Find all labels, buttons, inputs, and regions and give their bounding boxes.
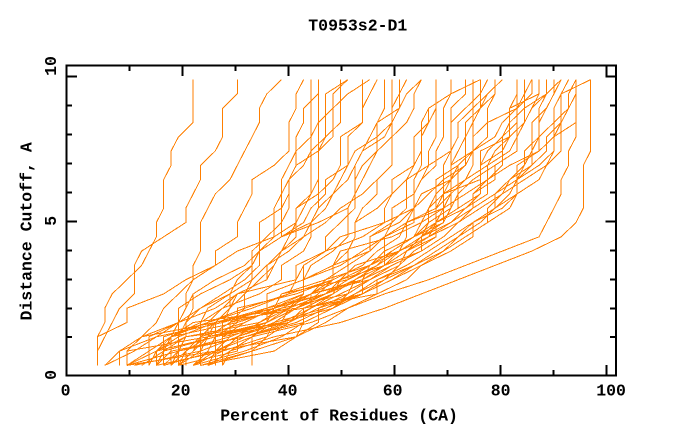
svg-text:60: 60 (383, 381, 403, 400)
svg-text:5: 5 (42, 216, 61, 226)
svg-text:80: 80 (491, 381, 511, 400)
svg-text:Percent of Residues (CA): Percent of Residues (CA) (220, 407, 458, 426)
svg-text:10: 10 (42, 56, 61, 76)
svg-text:0: 0 (61, 381, 71, 400)
svg-text:20: 20 (171, 381, 191, 400)
svg-text:0: 0 (42, 370, 61, 380)
svg-text:T0953s2-D1: T0953s2-D1 (308, 16, 407, 35)
svg-text:Distance Cutoff, A: Distance Cutoff, A (17, 142, 36, 320)
svg-text:100: 100 (596, 381, 626, 400)
svg-text:40: 40 (278, 381, 298, 400)
